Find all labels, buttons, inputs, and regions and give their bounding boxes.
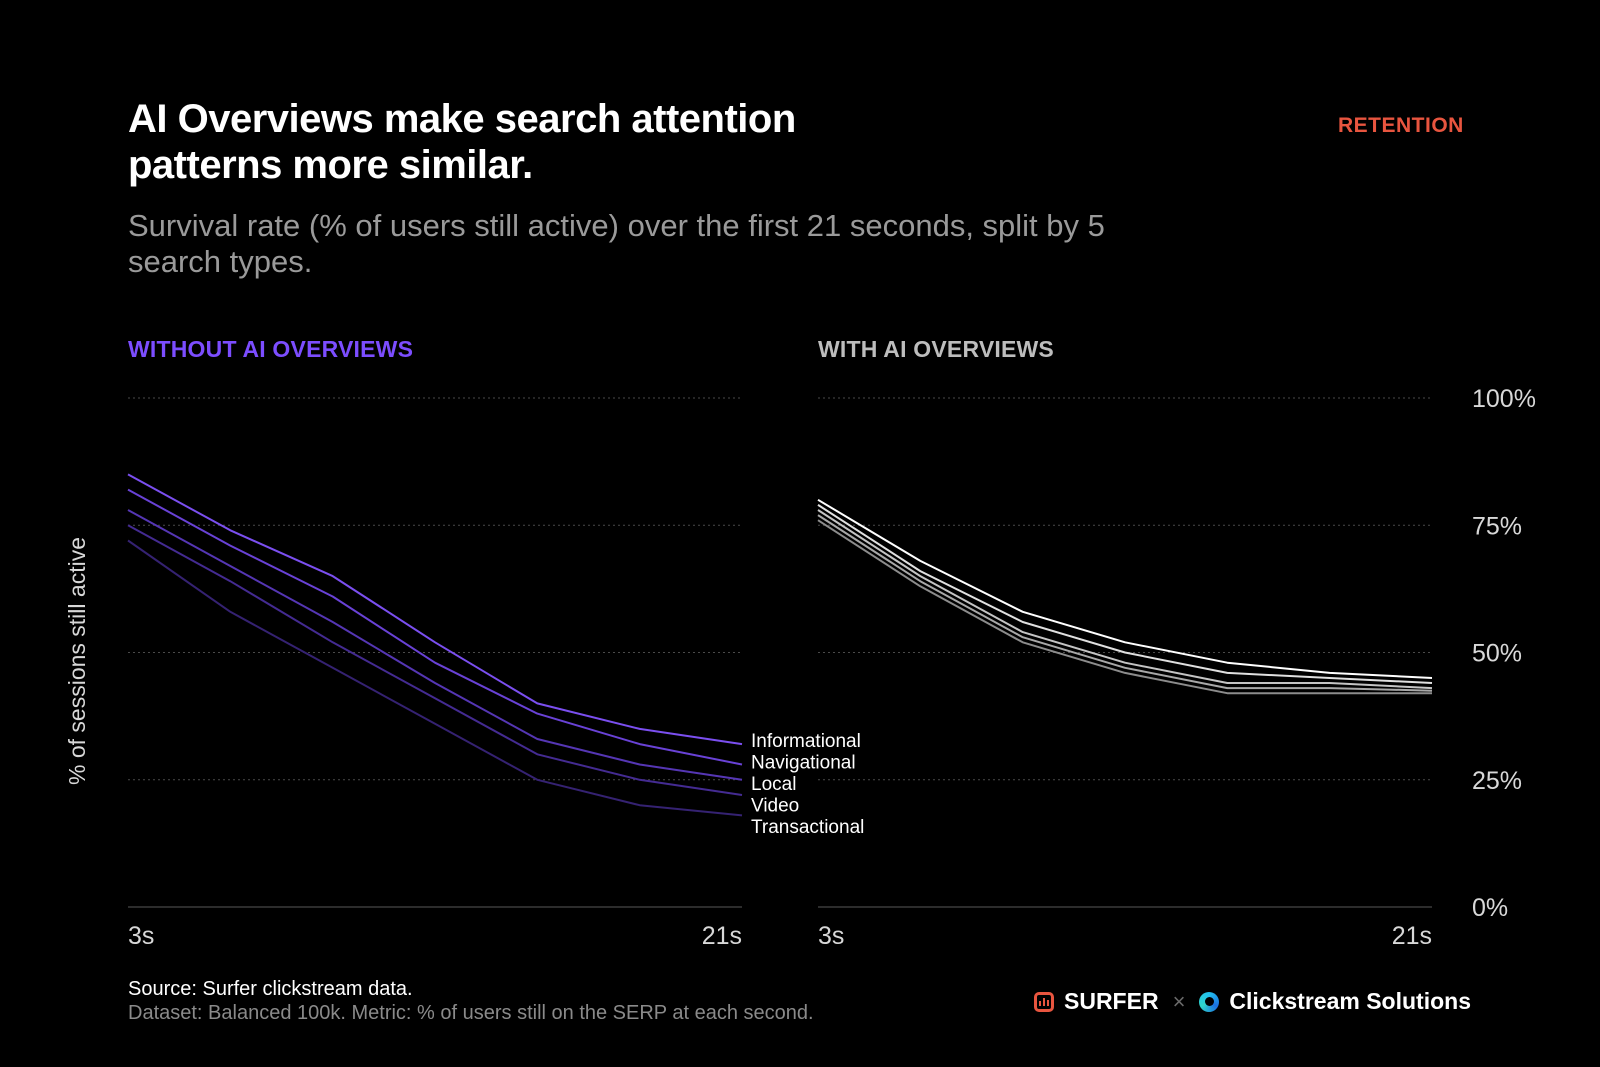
with-x-tick-label: 3s bbox=[818, 922, 844, 950]
without-x-tick-label: 21s bbox=[702, 922, 742, 950]
y-tick-label: 50% bbox=[1472, 640, 1522, 668]
brand-separator: × bbox=[1172, 988, 1186, 1014]
series-label-transactional: Transactional bbox=[751, 817, 864, 838]
y-tick-label: 0% bbox=[1472, 894, 1508, 922]
without-x-tick-label: 3s bbox=[128, 922, 154, 950]
chart-subtitle: Survival rate (% of users still active) … bbox=[128, 208, 1105, 279]
without-series-line-navigational bbox=[127, 488, 743, 766]
clickstream-logo-icon bbox=[1199, 991, 1220, 1012]
survival-chart: 3s 21s InformationalNavigationalLocalVideo… bbox=[127, 385, 1536, 950]
without-series-line-local bbox=[127, 509, 743, 781]
chart-title: AI Overviews make search attention patte… bbox=[128, 97, 796, 187]
series-label-video: Video bbox=[751, 796, 799, 817]
panel-title-with-ai: WITH AI OVERVIEWS bbox=[818, 336, 1054, 362]
with-series-line-1 bbox=[817, 498, 1433, 679]
brand-logos: SURFER × Clickstream Solutions bbox=[1034, 988, 1471, 1015]
y-tick-label: 100% bbox=[1472, 385, 1536, 413]
y-tick-label: 25% bbox=[1472, 767, 1522, 795]
source-note: Source: Surfer clickstream data. bbox=[128, 978, 413, 1000]
without-series-line-video bbox=[127, 524, 743, 796]
without-series-line-transactional bbox=[127, 539, 743, 817]
series-label-navigational: Navigational bbox=[751, 753, 856, 774]
surfer-logo-icon bbox=[1034, 991, 1054, 1012]
with-series-line-5 bbox=[817, 519, 1432, 695]
retention-tag: RETENTION bbox=[1338, 114, 1464, 137]
with-series-line-4 bbox=[817, 514, 1433, 692]
brand-surfer: SURFER bbox=[1064, 988, 1159, 1014]
series-label-informational: Informational bbox=[751, 731, 861, 752]
series-label-local: Local bbox=[751, 774, 796, 795]
brand-clickstream: Clickstream Solutions bbox=[1229, 988, 1471, 1014]
y-tick-label: 75% bbox=[1472, 512, 1522, 540]
panel-title-without-ai: WITHOUT AI OVERVIEWS bbox=[128, 336, 414, 362]
with-series-line-2 bbox=[817, 504, 1433, 684]
dataset-note: Dataset: Balanced 100k. Metric: % of use… bbox=[128, 1002, 814, 1024]
with-x-tick-label: 21s bbox=[1392, 922, 1432, 950]
with-series-line-3 bbox=[817, 509, 1433, 690]
without-series-line-informational bbox=[127, 473, 743, 746]
